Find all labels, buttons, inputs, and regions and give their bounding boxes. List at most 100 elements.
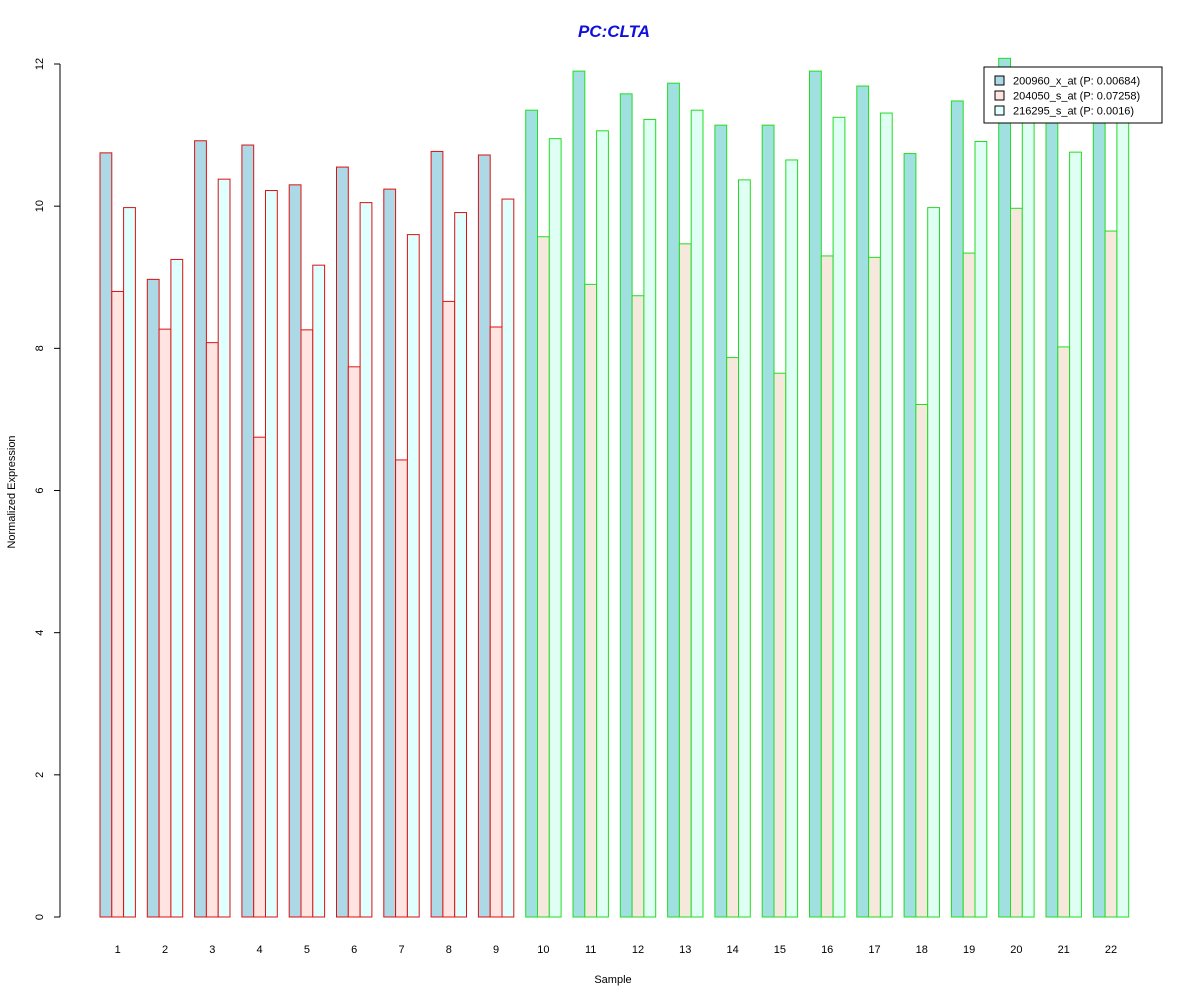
- bar-sample-16-series-2: [820, 255, 834, 918]
- x-tick-label: 2: [162, 944, 168, 956]
- chart-title: PC:CLTA: [578, 22, 650, 41]
- legend-swatch-2: [994, 90, 1005, 101]
- bar-sample-9-series-2: [489, 326, 503, 918]
- bar-sample-22-series-3: [1116, 106, 1130, 918]
- bar-sample-1-series-1: [99, 152, 113, 918]
- legend-box: [983, 66, 1163, 124]
- bar-sample-3-series-3: [217, 178, 231, 918]
- bar-sample-4-series-2: [253, 436, 266, 918]
- x-tick-labels: 1 2 3 4 5 6 7 8 9 10 11 12 13 14 15 16 17 18 19 20 21 22: [115, 944, 1117, 956]
- bar-sample-3-series-1: [194, 140, 207, 918]
- bar-sample-12-series-3: [643, 118, 657, 918]
- bar-sample-15-series-1: [761, 124, 775, 918]
- bar-sample-21-series-3: [1069, 151, 1082, 918]
- x-tick-label: 21: [1058, 944, 1070, 956]
- bar-sample-16-series-1: [809, 70, 822, 918]
- y-tick-label: 2: [34, 772, 46, 778]
- bar-sample-7-series-2: [395, 459, 408, 918]
- bar-sample-2-series-1: [146, 278, 160, 918]
- bar-sample-22-series-2: [1104, 230, 1118, 918]
- bar-sample-9-series-3: [501, 198, 515, 918]
- bar-sample-9-series-1: [477, 154, 491, 918]
- bar-sample-10-series-2: [537, 236, 550, 918]
- bar-sample-17-series-3: [879, 112, 893, 918]
- bar-sample-20-series-2: [1010, 207, 1023, 918]
- x-tick-label: 6: [351, 944, 357, 956]
- x-tick-label: 18: [916, 944, 928, 956]
- bar-sample-20-series-3: [1021, 106, 1035, 918]
- bar-sample-20-series-1: [998, 57, 1012, 918]
- x-tick-label: 14: [726, 944, 738, 956]
- x-tick-label: 11: [585, 944, 596, 956]
- bar-sample-8-series-3: [454, 212, 468, 918]
- x-tick-label: 8: [446, 944, 452, 956]
- bar-sample-21-series-1: [1045, 120, 1059, 918]
- bar-sample-6-series-3: [359, 202, 373, 918]
- bar-sample-12-series-2: [631, 295, 645, 918]
- bar-sample-17-series-2: [868, 256, 881, 918]
- bar-sample-7-series-3: [406, 234, 420, 918]
- x-tick-label: 19: [963, 944, 975, 956]
- x-tick-label: 7: [398, 944, 404, 956]
- bar-sample-14-series-3: [738, 179, 751, 918]
- x-tick-label: 16: [821, 944, 833, 956]
- bar-sample-5-series-1: [288, 184, 302, 918]
- x-tick-label: 3: [209, 944, 215, 956]
- x-tick-label: 1: [115, 944, 121, 956]
- x-tick-label: 17: [868, 944, 880, 956]
- y-tick-label: 12: [34, 58, 46, 70]
- bar-sample-8-series-2: [442, 300, 456, 918]
- bar-sample-1-series-3: [123, 207, 136, 918]
- bar-sample-4-series-3: [265, 190, 278, 918]
- bar-sample-11-series-1: [572, 70, 586, 918]
- legend-swatch-3: [994, 105, 1005, 116]
- bar-sample-19-series-1: [950, 100, 964, 918]
- bar-sample-18-series-3: [927, 207, 941, 918]
- bar-sample-11-series-3: [596, 130, 609, 918]
- y-tick-label: 0: [34, 914, 46, 920]
- bar-sample-11-series-2: [584, 283, 598, 918]
- legend-label-3: 216295_s_at (P: 0.0016): [1013, 106, 1134, 118]
- bar-sample-19-series-3: [974, 140, 988, 918]
- bar-sample-13-series-3: [690, 109, 704, 918]
- x-tick-label: 15: [774, 944, 786, 956]
- bar-sample-15-series-2: [773, 372, 787, 918]
- x-tick-label: 5: [304, 944, 310, 956]
- y-axis-label: Normalized Expression: [6, 435, 18, 548]
- bar-sample-6-series-2: [347, 366, 361, 918]
- bar-sample-2-series-3: [170, 258, 184, 918]
- y-tick-label: 6: [34, 487, 46, 493]
- x-tick-label: 20: [1010, 944, 1022, 956]
- bar-sample-13-series-2: [678, 243, 692, 918]
- x-axis-label: Sample: [594, 974, 631, 986]
- bar-sample-8-series-1: [430, 150, 444, 918]
- bar-sample-18-series-1: [903, 153, 917, 918]
- x-tick-label: 4: [257, 944, 263, 956]
- bars-group: [99, 57, 1130, 918]
- bar-sample-22-series-1: [1092, 91, 1106, 918]
- legend-swatch-1: [994, 75, 1005, 86]
- x-tick-label: 13: [679, 944, 691, 956]
- bar-sample-7-series-1: [383, 188, 397, 918]
- bar-sample-21-series-2: [1057, 346, 1071, 918]
- x-tick-label: 12: [632, 944, 644, 956]
- bar-sample-18-series-2: [915, 403, 929, 918]
- x-tick-label: 22: [1105, 944, 1117, 956]
- x-tick-label: 9: [493, 944, 499, 956]
- y-tick-label: 8: [34, 345, 46, 351]
- bar-sample-19-series-2: [962, 252, 976, 918]
- bar-sample-13-series-1: [667, 82, 680, 918]
- y-tick-label: 4: [34, 630, 46, 636]
- legend-label-1: 200960_x_at (P: 0.00684): [1013, 76, 1140, 88]
- bar-sample-6-series-1: [336, 166, 349, 918]
- bar-sample-3-series-2: [205, 342, 219, 918]
- y-tick-label: 10: [34, 200, 46, 212]
- bar-sample-12-series-1: [619, 93, 633, 918]
- legend-label-2: 204050_s_at (P: 0.07258): [1013, 91, 1140, 103]
- bar-sample-10-series-1: [525, 109, 539, 918]
- bar-sample-16-series-3: [832, 116, 846, 918]
- bar-sample-10-series-3: [548, 138, 562, 918]
- bar-sample-14-series-1: [714, 124, 728, 918]
- bar-sample-5-series-3: [312, 264, 326, 918]
